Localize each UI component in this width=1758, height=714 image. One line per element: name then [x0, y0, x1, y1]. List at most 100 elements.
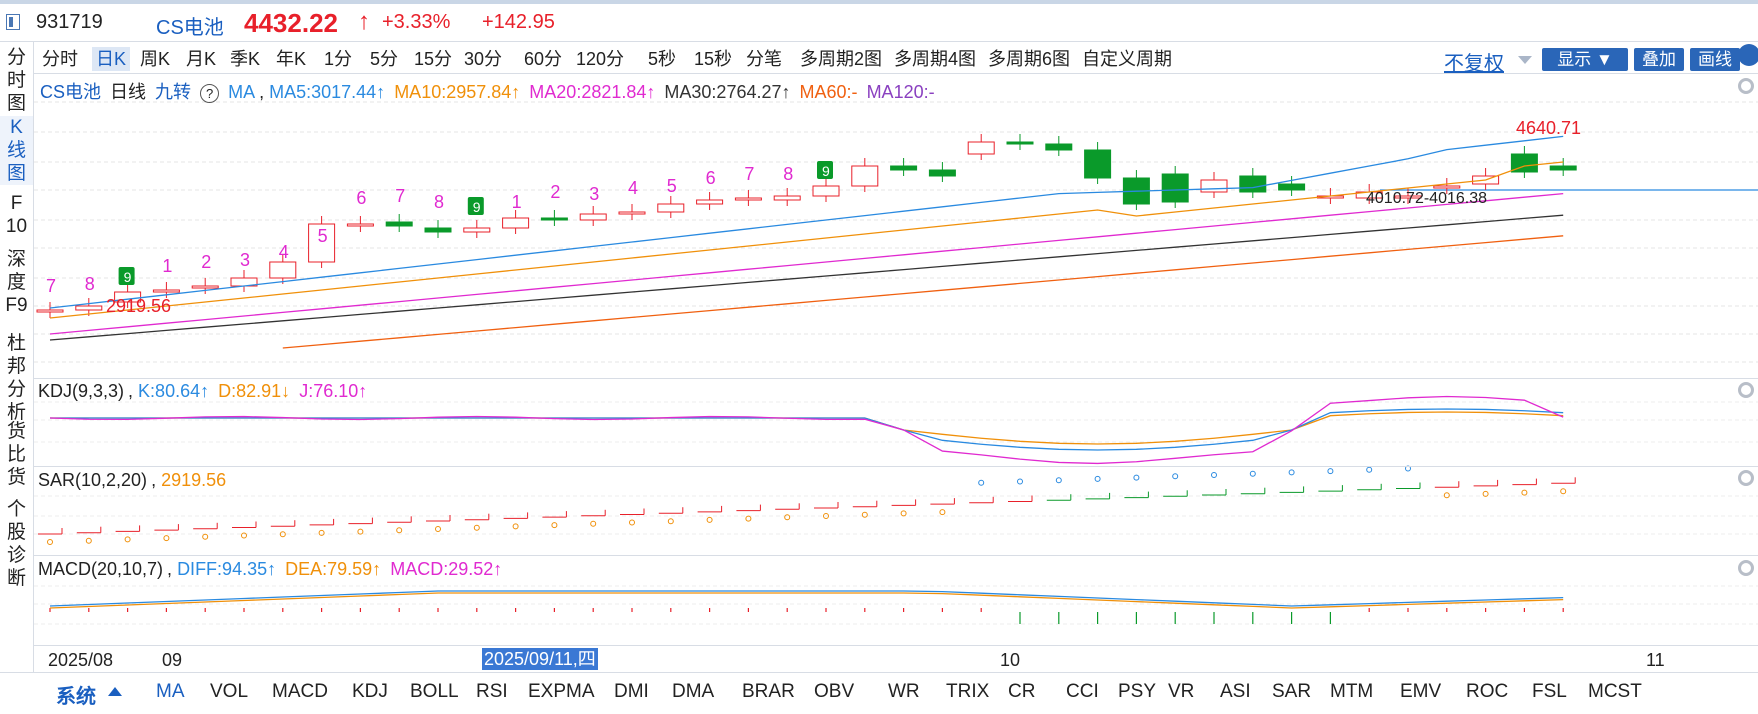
main-gear-icon[interactable] — [1738, 78, 1754, 94]
kdj-j: J:76.10↑ — [299, 381, 368, 401]
indicator-tab[interactable]: VR — [1168, 681, 1195, 702]
sar-dot — [1288, 469, 1295, 476]
period-tab[interactable]: 季K — [230, 49, 261, 69]
indicator-tab[interactable]: BOLL — [410, 681, 459, 702]
indicator-tab[interactable]: EMV — [1400, 681, 1442, 702]
td-count-label: 4 — [628, 178, 638, 198]
candle-body — [967, 141, 995, 155]
kdj-label: KDJ(9,3,3), K:80.64↑ D:82.91↓ J:76.10↑ — [38, 381, 368, 401]
sar-dot — [241, 532, 247, 539]
system-tab[interactable]: 系统 — [56, 686, 96, 708]
indicator-tab[interactable]: ROC — [1466, 681, 1509, 702]
period-tab[interactable]: 15分 — [414, 49, 453, 69]
period-tab[interactable]: 60分 — [524, 49, 563, 69]
sar-dot — [1443, 492, 1450, 499]
indicator-tab[interactable]: MTM — [1330, 681, 1374, 702]
indicator-tab[interactable]: CCI — [1066, 681, 1099, 702]
fuquan-select[interactable]: 不复权 — [1444, 53, 1504, 75]
nav-item[interactable]: 分时图 — [6, 47, 26, 114]
display-label: 显示 — [1557, 50, 1592, 69]
indicator-tab[interactable]: DMA — [672, 681, 715, 702]
td9-badge — [467, 197, 484, 215]
indicator-tab[interactable]: SAR — [1272, 681, 1312, 702]
sar-dot — [512, 523, 519, 530]
candle-body — [75, 305, 103, 311]
kdj-name: KDJ(9,3,3) — [38, 381, 125, 401]
draw-line-button[interactable]: 画线 — [1690, 48, 1740, 71]
period-tab[interactable]: 5秒 — [648, 49, 677, 69]
indicator-tab[interactable]: EXPMA — [528, 681, 595, 702]
stock-name[interactable]: CS电池 — [156, 17, 224, 39]
candle-body — [1394, 195, 1422, 199]
candle-body — [1433, 185, 1461, 189]
indicator-tab[interactable]: KDJ — [352, 681, 388, 702]
indicator-tab[interactable]: DMI — [614, 681, 649, 702]
ma60-value: MA60:- — [799, 82, 858, 102]
candle-body — [502, 217, 530, 229]
period-tab[interactable]: 多周期6图 — [988, 49, 1071, 69]
corner-collapse-icon[interactable] — [1738, 44, 1758, 66]
question-circle-icon[interactable]: ? — [200, 84, 220, 103]
indicator-tab[interactable]: CR — [1008, 681, 1036, 702]
chevron-down-icon[interactable] — [1518, 56, 1532, 64]
candle-body — [1084, 149, 1112, 179]
display-button[interactable]: 显示 ▼ — [1542, 48, 1628, 71]
period-tab[interactable]: 多周期4图 — [894, 49, 977, 69]
period-tab[interactable]: 自定义周期 — [1082, 49, 1172, 69]
candle-body — [36, 309, 64, 313]
period-tab[interactable]: 分时 — [42, 49, 78, 69]
nav-item[interactable]: F 10 — [5, 193, 28, 237]
panel-toggle-icon[interactable] — [6, 14, 20, 30]
td-count-label: 9 — [124, 269, 132, 285]
macd-gear-icon[interactable] — [1738, 560, 1754, 576]
kdj-k: K:80.64↑ — [138, 381, 210, 401]
period-tab[interactable]: 多周期2图 — [800, 49, 883, 69]
main-cycle[interactable]: 日线 — [110, 82, 147, 102]
candle-body — [1549, 165, 1577, 171]
sar-name: SAR(10,2,20) — [38, 470, 148, 490]
period-tab[interactable]: 1分 — [324, 49, 353, 69]
period-tab[interactable]: 年K — [276, 49, 307, 69]
last-price: 4432.22 — [244, 8, 338, 38]
period-tab[interactable]: 30分 — [464, 49, 503, 69]
period-tab[interactable]: 15秒 — [694, 49, 733, 69]
indicator-tab[interactable]: TRIX — [946, 681, 990, 702]
kdj-gear-icon[interactable] — [1738, 382, 1754, 398]
sar-gear-icon[interactable] — [1738, 470, 1754, 486]
caret-up-icon[interactable] — [108, 687, 122, 696]
indicator-tab[interactable]: WR — [888, 681, 920, 702]
period-tab[interactable]: 日K — [92, 47, 131, 71]
nav-item[interactable]: 杜邦分析 — [6, 333, 26, 423]
indicator-tab[interactable]: ASI — [1220, 681, 1251, 702]
ma5-line — [49, 135, 1564, 309]
macd-diff: DIFF:94.35↑ — [177, 559, 277, 579]
sar-dot — [629, 519, 635, 526]
indicator-tab[interactable]: PSY — [1118, 681, 1157, 702]
nav-item[interactable]: 个股诊断 — [6, 499, 26, 589]
indicator-tab[interactable]: FSL — [1532, 681, 1567, 702]
candle-body — [657, 203, 685, 213]
period-tab[interactable]: 分笔 — [746, 49, 782, 69]
period-tab[interactable]: 5分 — [370, 49, 399, 69]
ma60-line — [282, 235, 1564, 349]
candle-body — [269, 261, 297, 279]
ma120-value: MA120:- — [866, 82, 935, 102]
indicator-tab[interactable]: RSI — [476, 681, 508, 702]
indicator-tab[interactable]: MACD — [272, 681, 328, 702]
period-tab[interactable]: 月K — [186, 49, 217, 69]
indicator-tab[interactable]: MCST — [1588, 681, 1642, 702]
candle-body — [463, 227, 491, 233]
indicator-tab[interactable]: BRAR — [742, 681, 795, 702]
indicator-tab[interactable]: VOL — [210, 681, 249, 702]
overlay-button[interactable]: 叠加 — [1634, 48, 1684, 71]
nav-item[interactable]: 深度 F9 — [5, 249, 28, 316]
indicator-tab[interactable]: MA — [156, 681, 185, 702]
nav-item[interactable]: 货比货 — [6, 421, 26, 488]
period-tab[interactable]: 周K — [140, 49, 171, 69]
period-tab[interactable]: 120分 — [576, 49, 625, 69]
sar-dot — [1482, 490, 1489, 497]
main-adjust[interactable]: 九转 — [155, 82, 192, 102]
indicator-tab[interactable]: OBV — [814, 681, 855, 702]
